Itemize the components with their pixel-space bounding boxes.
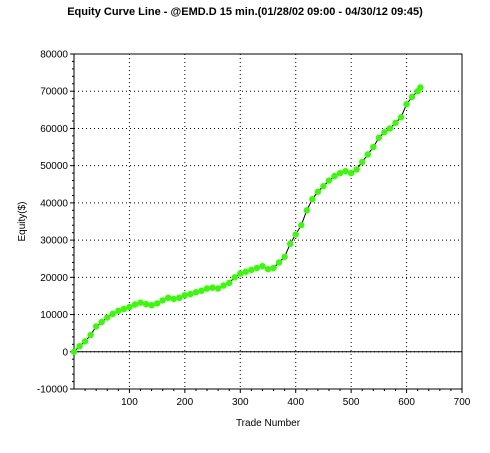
chart-title: Equity Curve Line - @EMD.D 15 min.(01/28… <box>67 6 423 18</box>
equity-point <box>353 166 360 173</box>
equity-point <box>408 93 416 101</box>
equity-point <box>153 300 161 307</box>
equity-point <box>181 292 189 299</box>
x-tick-label: 500 <box>343 397 360 408</box>
y-tick-label: 50000 <box>40 161 68 172</box>
y-tick-label: -10000 <box>37 385 69 396</box>
equity-point <box>259 262 266 270</box>
y-tick-label: 10000 <box>40 310 68 321</box>
equity-point <box>148 302 155 309</box>
equity-point <box>303 207 310 214</box>
equity-point <box>115 307 122 315</box>
equity-point <box>417 84 424 91</box>
equity-point <box>81 338 89 345</box>
equity-point <box>203 285 211 292</box>
y-tick-label: 30000 <box>40 236 68 247</box>
equity-point <box>142 300 150 308</box>
equity-point <box>292 231 299 238</box>
equity-point <box>281 253 288 261</box>
equity-point <box>214 285 222 292</box>
equity-point <box>375 134 383 141</box>
equity-point <box>309 195 316 203</box>
equity-point <box>92 323 100 330</box>
equity-point <box>403 101 410 108</box>
equity-point <box>131 301 139 308</box>
x-tick-label: 100 <box>121 397 138 408</box>
equity-point <box>370 143 377 151</box>
equity-point <box>226 279 233 287</box>
equity-point <box>264 265 272 273</box>
equity-point <box>98 318 105 326</box>
equity-point <box>331 172 338 180</box>
y-tick-label: 40000 <box>40 198 68 209</box>
equity-point <box>170 295 177 303</box>
equity-point <box>137 299 144 306</box>
equity-point <box>104 314 111 321</box>
equity-point <box>381 128 388 136</box>
equity-point <box>364 151 371 158</box>
equity-point <box>176 294 183 302</box>
equity-point <box>325 177 333 184</box>
equity-point <box>76 342 83 350</box>
equity-point <box>220 282 227 289</box>
equity-point <box>253 264 261 272</box>
x-tick-label: 300 <box>232 397 249 408</box>
equity-point <box>87 331 94 339</box>
equity-point <box>192 289 200 296</box>
equity-point <box>70 348 78 355</box>
equity-point <box>397 114 405 121</box>
x-tick-label: 200 <box>177 397 194 408</box>
y-tick-label: 20000 <box>40 273 68 284</box>
equity-point <box>320 182 327 190</box>
equity-point <box>159 297 166 304</box>
equity-point <box>209 284 216 291</box>
equity-point <box>198 287 205 294</box>
plot-frame <box>73 53 463 390</box>
y-tick-label: 0 <box>62 347 68 358</box>
x-tick-label: 600 <box>398 397 415 408</box>
equity-point <box>359 158 366 166</box>
y-tick-label: 80000 <box>40 50 68 61</box>
equity-point <box>237 270 244 277</box>
equity-point <box>120 305 128 313</box>
equity-point <box>392 119 399 127</box>
equity-point <box>126 303 133 311</box>
equity-point <box>242 268 250 275</box>
equity-point <box>386 125 394 132</box>
y-tick-label: 70000 <box>40 87 68 98</box>
y-tick-label: 60000 <box>40 124 68 135</box>
equity-point <box>286 240 294 248</box>
equity-point <box>314 188 322 195</box>
equity-point <box>231 274 238 281</box>
y-axis-title: Equity($) <box>17 201 28 241</box>
equity-point <box>347 169 355 177</box>
equity-point <box>336 169 344 177</box>
equity-point <box>275 259 283 266</box>
equity-point <box>270 264 277 272</box>
equity-point <box>109 310 117 318</box>
x-tick-label: 400 <box>287 397 304 408</box>
equity-point <box>298 222 305 229</box>
equity-point <box>248 266 255 274</box>
equity-point <box>187 290 194 298</box>
equity-point <box>342 168 349 175</box>
x-tick-label: 700 <box>454 397 471 408</box>
x-axis-title: Trade Number <box>236 418 301 429</box>
equity-point <box>165 294 172 302</box>
